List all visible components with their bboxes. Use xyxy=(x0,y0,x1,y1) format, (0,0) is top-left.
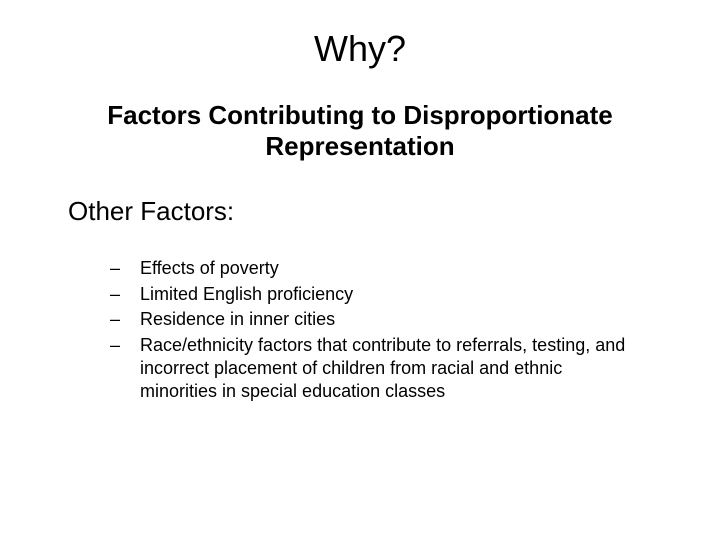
slide-title: Why? xyxy=(40,28,680,70)
section-heading: Other Factors: xyxy=(68,196,680,227)
bullet-marker: – xyxy=(110,334,140,404)
list-item: – Race/ethnicity factors that contribute… xyxy=(110,334,640,404)
slide-subtitle: Factors Contributing to Disproportionate… xyxy=(40,100,680,162)
bullet-marker: – xyxy=(110,257,140,280)
bullet-list: – Effects of poverty – Limited English p… xyxy=(110,257,680,403)
bullet-marker: – xyxy=(110,308,140,331)
bullet-marker: – xyxy=(110,283,140,306)
bullet-text: Effects of poverty xyxy=(140,257,640,280)
slide-container: Why? Factors Contributing to Disproporti… xyxy=(0,0,720,540)
list-item: – Residence in inner cities xyxy=(110,308,640,331)
list-item: – Effects of poverty xyxy=(110,257,640,280)
bullet-text: Limited English proficiency xyxy=(140,283,640,306)
list-item: – Limited English proficiency xyxy=(110,283,640,306)
bullet-text: Residence in inner cities xyxy=(140,308,640,331)
bullet-text: Race/ethnicity factors that contribute t… xyxy=(140,334,640,404)
